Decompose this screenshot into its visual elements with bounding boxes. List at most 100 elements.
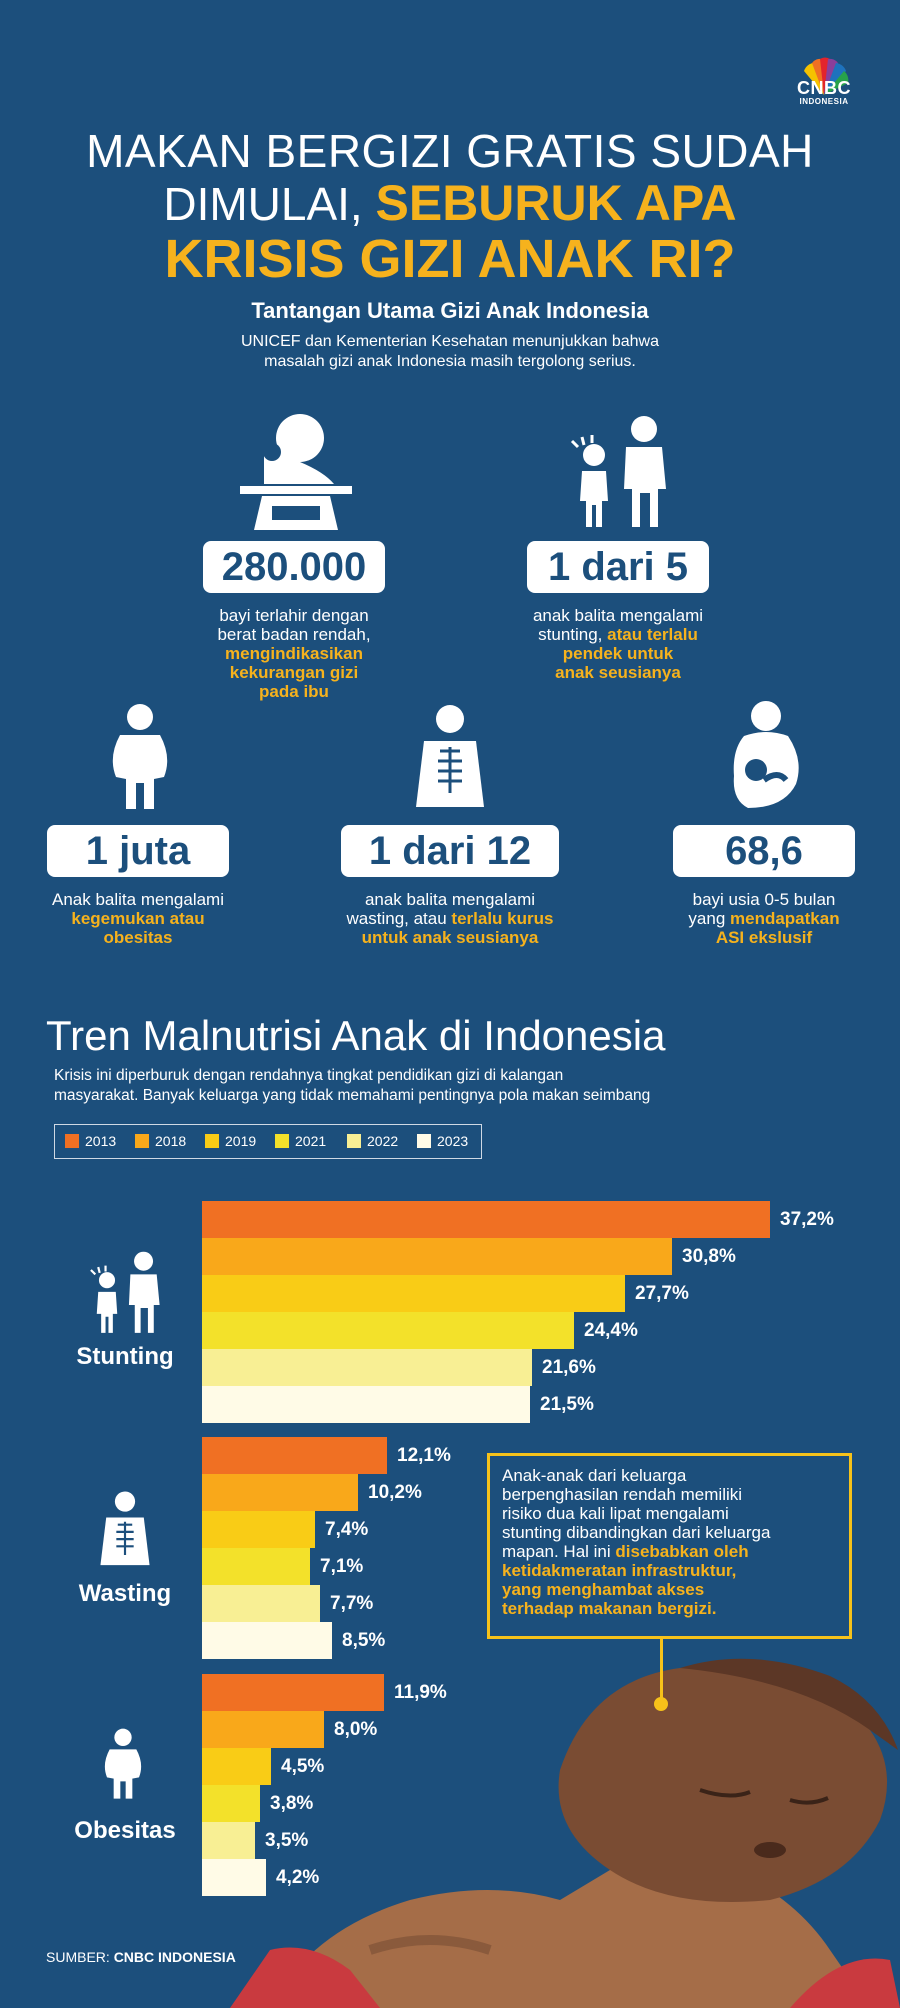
legend-swatch	[65, 1134, 79, 1148]
source-label: SUMBER:	[46, 1949, 114, 1965]
text-highlight: mendapatkan	[730, 909, 840, 928]
legend-swatch	[417, 1134, 431, 1148]
bar-value-label: 4,2%	[276, 1867, 320, 1888]
legend-item: 2022	[347, 1133, 398, 1149]
challenge-title: Tantangan Utama Gizi Anak Indonesia	[251, 298, 649, 323]
text-normal: anak balita mengalami	[532, 606, 704, 625]
stat-badge-asi: 68,6	[673, 825, 855, 877]
bar-value-label: 27,7%	[635, 1283, 689, 1304]
child-adult-icon	[570, 416, 666, 527]
category-label: Stunting	[76, 1343, 174, 1370]
bar	[202, 1238, 672, 1275]
stat-badge-wasting: 1 dari 12	[341, 825, 559, 877]
bar-value-label: 7,4%	[325, 1519, 369, 1540]
text-normal: mapan. Hal ini	[502, 1542, 616, 1561]
text-highlight: kegemukan atau	[71, 909, 205, 928]
headline-line-2-white: DIMULAI,	[163, 178, 376, 230]
text-line: stunting, atau terlalu	[500, 625, 736, 644]
text-line: pendek untuk	[500, 644, 736, 663]
text-line: wasting, atau terlalu kurus	[320, 909, 580, 928]
text-line: anak seusianya	[500, 663, 736, 682]
text-line: terhadap makanan bergizi.	[502, 1599, 837, 1618]
text-highlight: terlalu kurus	[451, 909, 554, 928]
source-name: CNBC INDONESIA	[113, 1949, 236, 1965]
legend-item: 2019	[205, 1133, 256, 1149]
text-highlight: obesitas	[103, 928, 173, 947]
text-normal: risiko dua kali lipat mengalami	[502, 1504, 729, 1523]
text-highlight: pada ibu	[259, 682, 329, 701]
text-line: bayi usia 0-5 bulan	[650, 890, 878, 909]
challenge-intro-line-2: masalah gizi anak Indonesia masih tergol…	[264, 353, 636, 370]
wasting-category-icon	[100, 1491, 150, 1566]
callout-dot	[654, 1697, 668, 1711]
text-line: obesitas	[28, 928, 248, 947]
headline-line-3: KRISIS GIZI ANAK RI?	[164, 229, 736, 289]
challenge-intro-line-1: UNICEF dan Kementerian Kesehatan menunju…	[240, 333, 660, 350]
text-highlight: atau terlalu	[607, 625, 698, 644]
legend-label: 2021	[295, 1133, 327, 1149]
bar	[202, 1312, 574, 1349]
text-line: yang menghambat akses	[502, 1580, 837, 1599]
text-highlight: disebabkan oleh	[615, 1542, 749, 1561]
text-normal: stunting,	[538, 625, 608, 644]
thin-child-icon	[416, 705, 484, 807]
cnbc-peacock-logo-icon	[804, 57, 849, 95]
legend-label: 2023	[437, 1133, 469, 1149]
baby-scale-icon	[240, 414, 352, 530]
text-line: yang mendapatkan	[650, 909, 878, 928]
obesity-category-icon	[104, 1728, 142, 1799]
legend-swatch	[205, 1134, 219, 1148]
bar-value-label: 3,8%	[270, 1793, 314, 1814]
breastfeeding-icon	[733, 701, 799, 808]
stat-desc-birth-weight: bayi terlahir dengan berat badan rendah, m…	[174, 606, 414, 701]
text-normal: yang	[688, 909, 730, 928]
stat-badge-birth-weight: 280.000	[203, 541, 385, 593]
text-normal: berat badan rendah,	[217, 625, 371, 644]
bar-value-label: 24,4%	[584, 1320, 638, 1341]
category-label: Wasting	[78, 1580, 172, 1607]
text-highlight: yang menghambat akses	[502, 1580, 705, 1599]
trend-intro-line-2: masyarakat. Banyak keluarga yang tidak m…	[54, 1087, 651, 1104]
trend-intro-line-1: Krisis ini diperburuk dengan rendahnya t…	[54, 1067, 564, 1084]
text-highlight: pendek untuk	[562, 644, 674, 663]
bar-value-label: 21,6%	[542, 1357, 596, 1378]
text-highlight: untuk anak seusianya	[361, 928, 539, 947]
text-normal: anak balita mengalami	[364, 890, 536, 909]
text-highlight: terhadap makanan bergizi.	[502, 1599, 717, 1618]
obese-child-icon	[112, 704, 168, 809]
brand-sub: INDONESIA	[799, 97, 849, 106]
bar	[202, 1275, 625, 1312]
brand-name: CNBC	[797, 78, 851, 98]
callout-box: Anak-anak dari keluarga berpenghasilan re…	[487, 1453, 852, 1639]
bar	[202, 1785, 260, 1822]
bar-value-label: 8,0%	[334, 1719, 378, 1740]
text-normal: stunting dibandingkan dari keluarga	[502, 1523, 771, 1542]
bar	[202, 1748, 271, 1785]
text-line: stunting dibandingkan dari keluarga	[502, 1523, 837, 1542]
bar	[202, 1201, 770, 1238]
bar	[202, 1674, 384, 1711]
text-line: mapan. Hal ini disebabkan oleh	[502, 1542, 837, 1561]
legend-swatch	[347, 1134, 361, 1148]
text-line: berpenghasilan rendah memiliki	[502, 1485, 837, 1504]
text-highlight: mengindikasikan	[225, 644, 363, 663]
text-line: mengindikasikan	[174, 644, 414, 663]
bar	[202, 1859, 266, 1896]
text-normal: wasting, atau	[346, 909, 452, 928]
text-line: bayi terlahir dengan	[174, 606, 414, 625]
legend-item: 2013	[65, 1133, 116, 1149]
bar-value-label: 12,1%	[397, 1445, 451, 1466]
bar-value-label: 10,2%	[368, 1482, 422, 1503]
bar-value-label: 3,5%	[265, 1830, 309, 1851]
legend-item: 2023	[417, 1133, 468, 1149]
child-photo-illustration	[230, 1658, 900, 2008]
legend-item: 2021	[275, 1133, 326, 1149]
legend-label: 2022	[367, 1133, 399, 1149]
text-line: anak balita mengalami	[500, 606, 736, 625]
bar-value-label: 21,5%	[540, 1394, 594, 1415]
bar-value-label: 11,9%	[394, 1682, 447, 1703]
stat-desc-asi: bayi usia 0-5 bulan yang mendapatkan ASI e…	[650, 890, 878, 947]
bar	[202, 1386, 530, 1423]
legend-label: 2018	[155, 1133, 187, 1149]
text-line: berat badan rendah,	[174, 625, 414, 644]
